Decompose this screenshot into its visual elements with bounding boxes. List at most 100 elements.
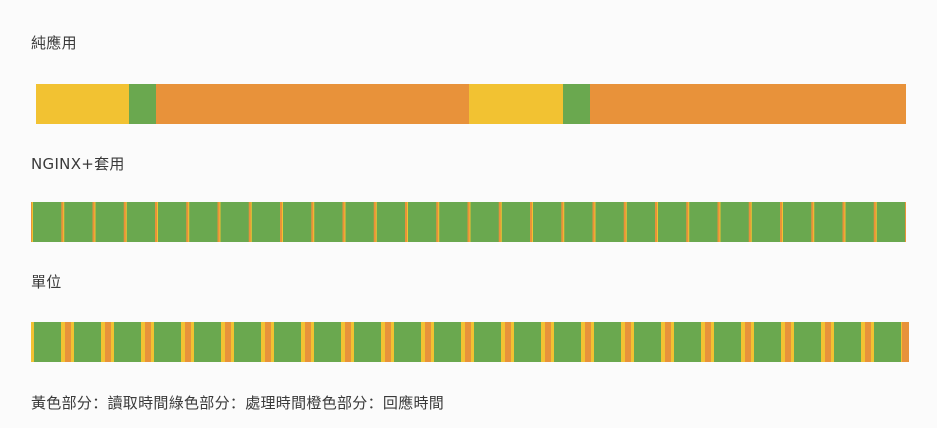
read-segment xyxy=(36,84,130,124)
process-segment xyxy=(283,202,312,242)
respond-segment xyxy=(705,322,711,362)
process-segment xyxy=(439,202,468,242)
read-segment xyxy=(381,322,385,362)
section-title-unit: 單位 xyxy=(31,273,62,291)
read-segment xyxy=(271,322,274,362)
process-segment xyxy=(563,84,591,124)
process-segment xyxy=(876,202,905,242)
respond-segment xyxy=(465,322,471,362)
read-segment xyxy=(141,322,145,362)
process-segment xyxy=(158,202,187,242)
process-segment xyxy=(689,202,718,242)
read-segment xyxy=(581,322,585,362)
process-segment xyxy=(129,84,157,124)
respond-segment xyxy=(425,322,431,362)
read-segment xyxy=(741,322,745,362)
process-segment xyxy=(470,202,499,242)
read-segment xyxy=(511,322,514,362)
read-segment xyxy=(631,322,634,362)
read-segment xyxy=(341,322,345,362)
process-segment xyxy=(189,202,218,242)
read-segment xyxy=(791,322,794,362)
section-title-pure-app: 純應用 xyxy=(31,34,77,52)
process-segment xyxy=(314,202,343,242)
read-segment xyxy=(181,322,185,362)
read-segment xyxy=(701,322,705,362)
process-segment xyxy=(595,202,624,242)
respond-segment xyxy=(105,322,111,362)
read-segment xyxy=(221,322,225,362)
process-segment xyxy=(501,202,530,242)
read-segment xyxy=(711,322,714,362)
process-segment xyxy=(220,202,249,242)
read-segment xyxy=(191,322,194,362)
process-segment xyxy=(658,202,687,242)
process-segment xyxy=(564,202,593,242)
process-segment xyxy=(720,202,749,242)
respond-segment xyxy=(505,322,511,362)
process-segment xyxy=(751,202,780,242)
read-segment xyxy=(501,322,505,362)
process-segment xyxy=(345,202,374,242)
respond-segment xyxy=(156,84,470,124)
respond-segment xyxy=(265,322,271,362)
read-segment xyxy=(71,322,74,362)
read-segment xyxy=(551,322,554,362)
read-segment xyxy=(541,322,545,362)
timeline-bar-pure-app xyxy=(31,84,906,124)
read-segment xyxy=(831,322,834,362)
process-segment xyxy=(33,202,62,242)
respond-segment xyxy=(785,322,791,362)
timeline-bar-unit xyxy=(31,322,909,362)
process-segment xyxy=(251,202,280,242)
process-segment xyxy=(95,202,124,242)
read-segment xyxy=(101,322,105,362)
process-segment xyxy=(626,202,655,242)
read-segment xyxy=(471,322,474,362)
read-segment xyxy=(871,322,874,362)
process-segment xyxy=(376,202,405,242)
respond-segment xyxy=(590,84,906,124)
read-segment xyxy=(351,322,354,362)
read-segment xyxy=(301,322,305,362)
respond-segment xyxy=(185,322,191,362)
respond-segment xyxy=(902,322,909,362)
read-segment xyxy=(671,322,674,362)
process-segment xyxy=(783,202,812,242)
respond-segment xyxy=(745,322,751,362)
respond-segment xyxy=(305,322,311,362)
read-segment xyxy=(621,322,625,362)
read-segment xyxy=(261,322,265,362)
respond-segment xyxy=(545,322,551,362)
legend-text: 黃色部分：讀取時間綠色部分：處理時間橙色部分：回應時間 xyxy=(31,394,445,412)
read-segment xyxy=(591,322,594,362)
read-segment xyxy=(421,322,425,362)
respond-segment xyxy=(585,322,591,362)
read-segment xyxy=(781,322,785,362)
read-segment xyxy=(469,84,564,124)
respond-segment xyxy=(865,322,871,362)
process-segment xyxy=(533,202,562,242)
read-segment xyxy=(151,322,154,362)
respond-segment xyxy=(665,322,671,362)
respond-segment xyxy=(385,322,391,362)
read-segment xyxy=(661,322,665,362)
read-segment xyxy=(31,322,34,362)
read-segment xyxy=(461,322,465,362)
read-segment xyxy=(231,322,234,362)
read-segment xyxy=(751,322,754,362)
read-segment xyxy=(61,322,65,362)
process-segment xyxy=(845,202,874,242)
respond-segment xyxy=(65,322,71,362)
read-segment xyxy=(821,322,825,362)
timeline-bar-nginx-suite xyxy=(31,202,906,242)
read-segment xyxy=(111,322,114,362)
process-segment xyxy=(814,202,843,242)
respond-segment xyxy=(345,322,351,362)
respond-segment xyxy=(625,322,631,362)
respond-segment xyxy=(825,322,831,362)
section-title-nginx-suite: NGINX+套用 xyxy=(31,155,125,173)
timeline-svg-unit xyxy=(31,322,909,362)
timeline-svg-pure-app xyxy=(36,84,906,124)
read-segment xyxy=(861,322,865,362)
